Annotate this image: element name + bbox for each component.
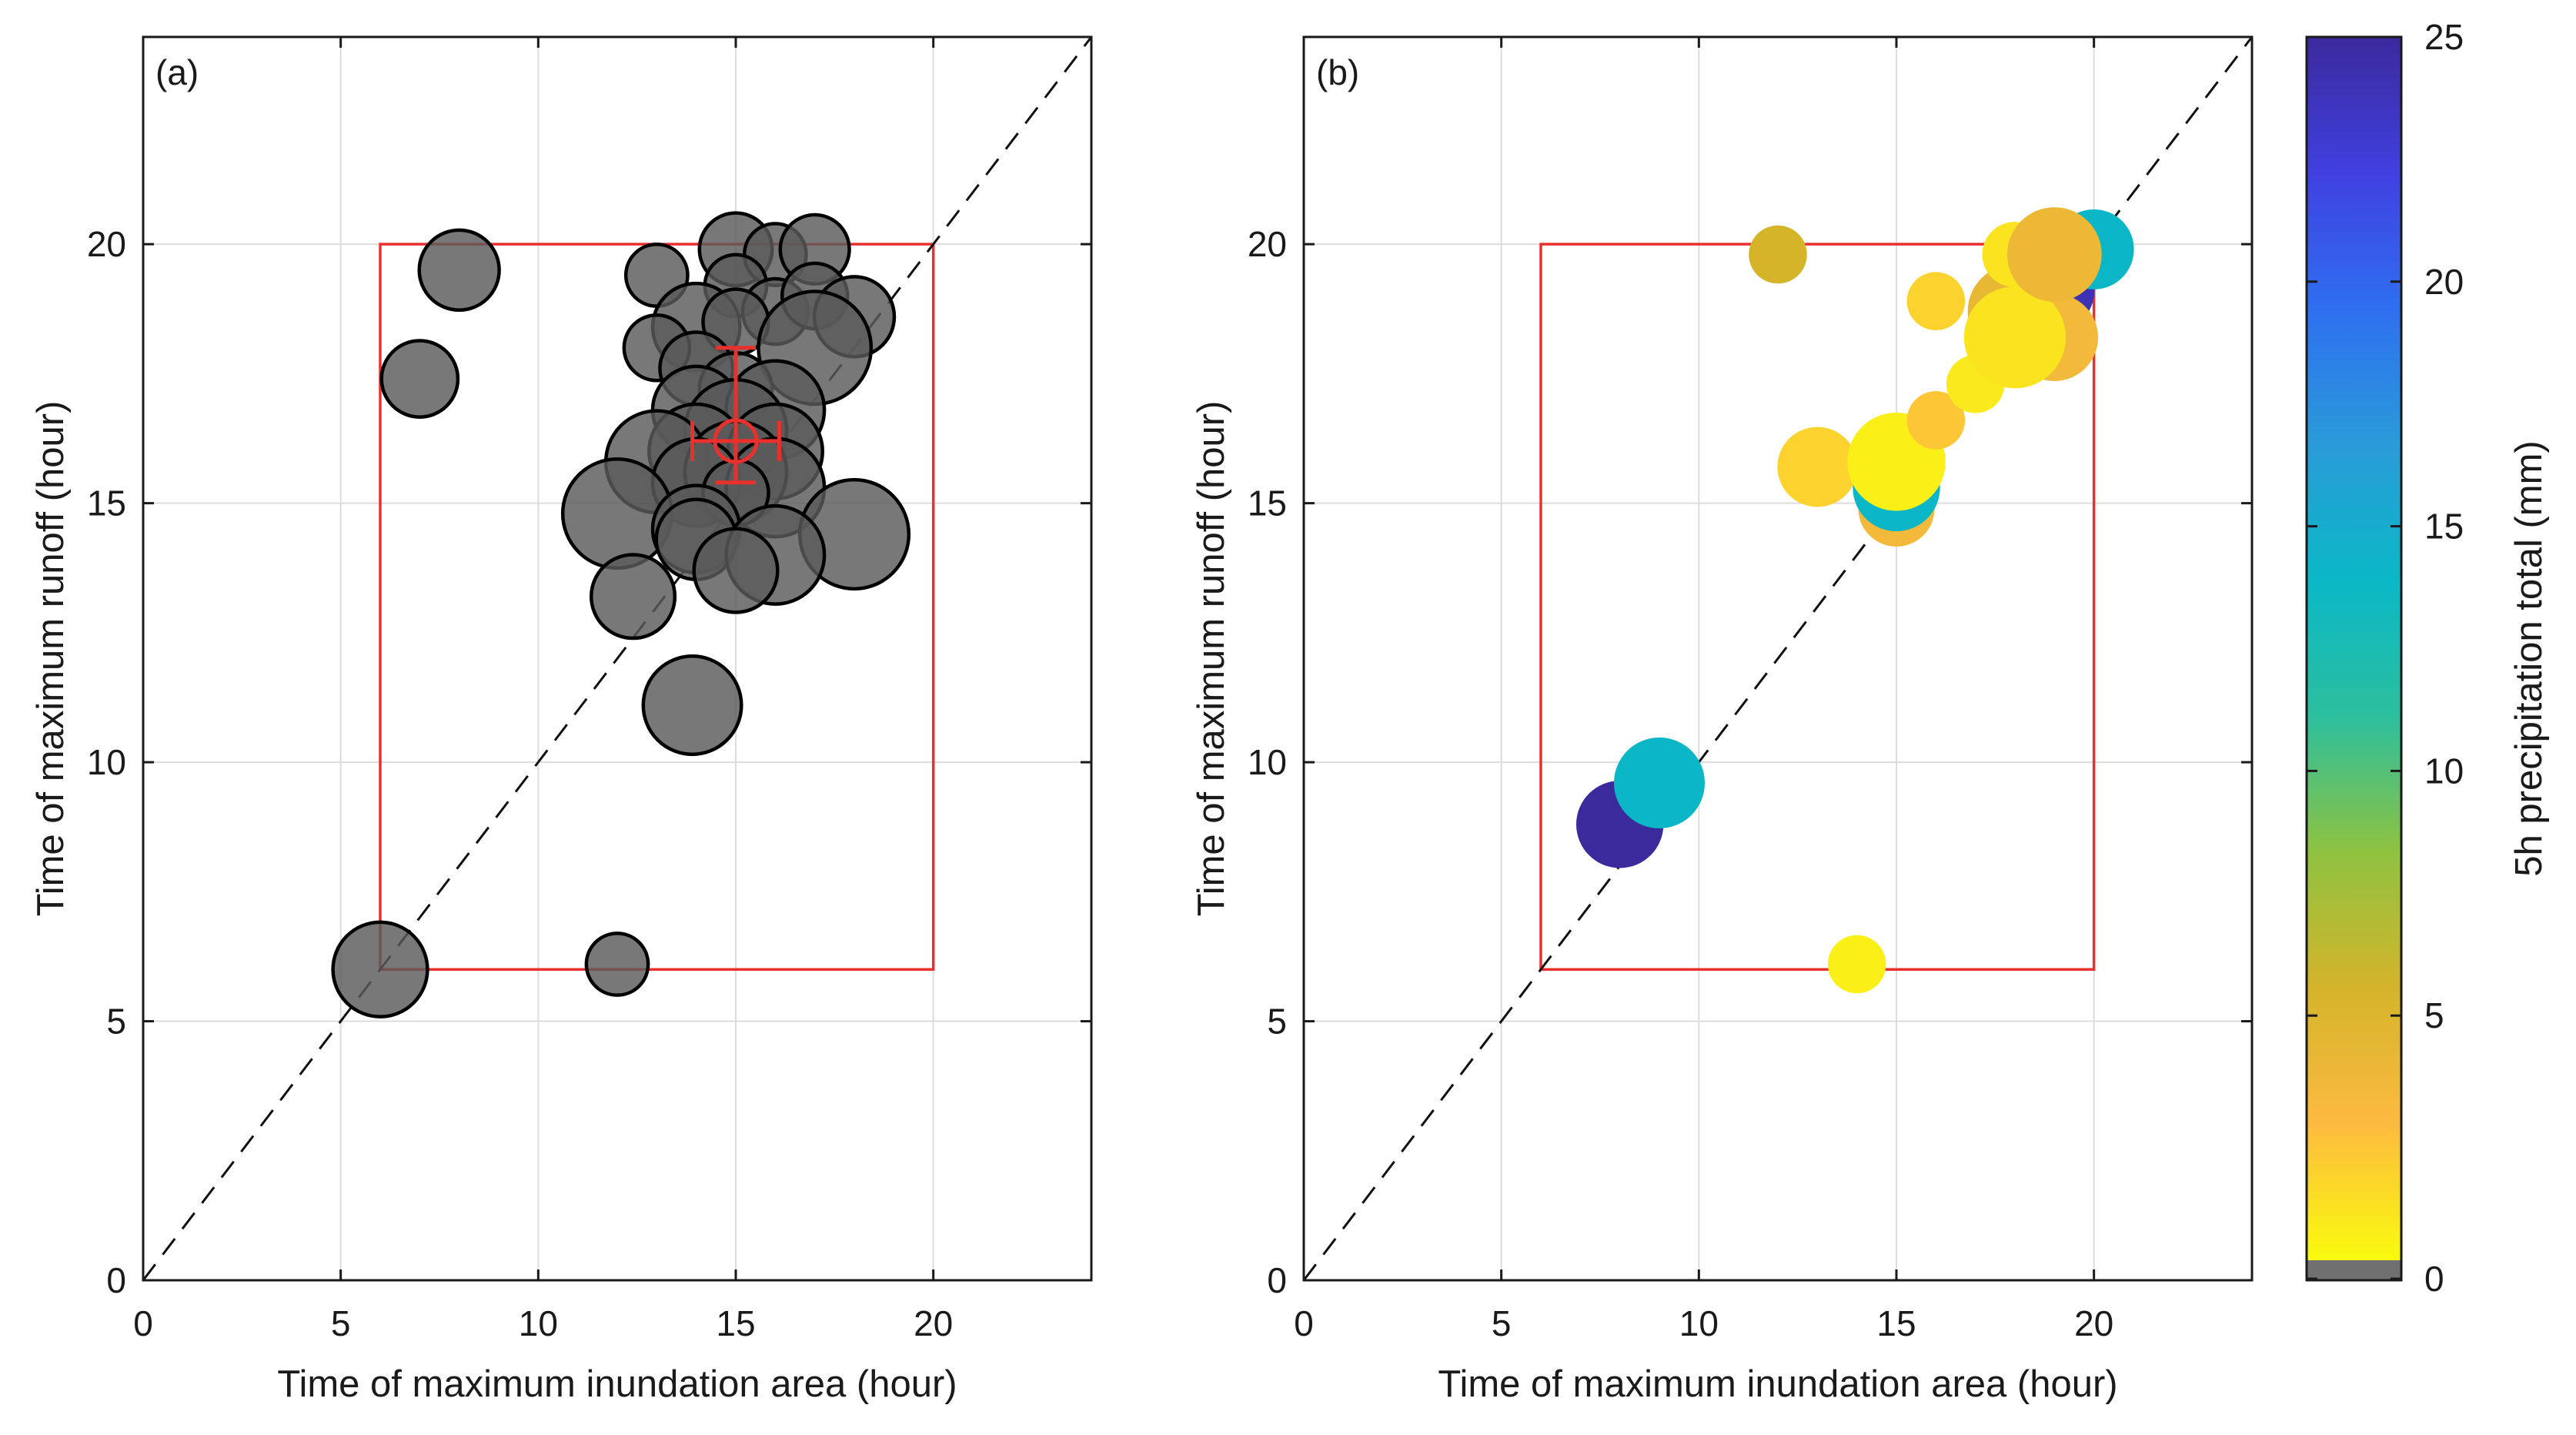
colorbar-label: 5h precipitation total (mm) — [2508, 440, 2550, 876]
x-tick-label: 10 — [519, 1303, 558, 1343]
data-point — [1906, 391, 1966, 450]
x-axis-label: Time of maximum inundation area (hour) — [1438, 1363, 2117, 1405]
y-axis-label: Time of maximum runoff (hour) — [1191, 401, 1232, 917]
window-rectangle — [1539, 243, 2096, 971]
panel-a: 0 5 10 15 20 0 5 10 15 20 (a) Time of maximum inund… — [30, 35, 1093, 1405]
colorbar-tick-label: 20 — [2424, 262, 2464, 302]
colorbar-tick-label: 15 — [2424, 507, 2464, 547]
axes-frame — [1302, 35, 2254, 1282]
colorbar-tick-label: 0 — [2424, 1259, 2444, 1299]
data-point — [1963, 286, 2066, 389]
y-tick-label: 5 — [106, 1002, 126, 1042]
data-point — [417, 228, 501, 313]
one-to-one-line — [142, 36, 1093, 1281]
y-tick-label: 15 — [1248, 483, 1287, 523]
axes-frame — [142, 35, 1093, 1282]
y-tick-label: 5 — [1267, 1002, 1287, 1042]
colorbar: 0 5 10 15 20 25 5h precipitation total (mm) — [2305, 17, 2550, 1299]
colorbar-tick-label: 25 — [2424, 17, 2464, 57]
y-tick-label: 10 — [87, 742, 126, 782]
data-point — [2006, 207, 2102, 303]
x-tick-label: 20 — [2074, 1303, 2113, 1343]
y-tick-label: 0 — [1267, 1260, 1287, 1300]
x-tick-label: 10 — [1679, 1303, 1719, 1343]
data-point — [379, 339, 460, 419]
y-tick-label: 15 — [87, 483, 126, 523]
data-point — [1749, 225, 1807, 284]
data-point — [1906, 272, 1966, 330]
panel-label: (b) — [1316, 52, 1359, 92]
colorbar-tick-label: 10 — [2424, 751, 2464, 791]
y-axis-label: Time of maximum runoff (hour) — [30, 401, 72, 917]
data-point — [692, 527, 780, 614]
data-point — [331, 920, 429, 1019]
y-tick-label: 0 — [106, 1260, 126, 1300]
x-tick-label: 0 — [1294, 1303, 1314, 1343]
y-tick-label: 20 — [1248, 224, 1287, 264]
x-tick-label: 0 — [133, 1303, 153, 1343]
colorbar-zero-swatch — [2307, 1260, 2401, 1280]
x-tick-label: 15 — [1876, 1303, 1916, 1343]
x-tick-label: 15 — [716, 1303, 755, 1343]
panel-b: 0 5 10 15 20 0 5 10 15 20 (b) Time of maximum inund… — [1191, 35, 2254, 1405]
data-point — [589, 553, 677, 641]
y-tick-label: 10 — [1248, 742, 1287, 782]
colorbar-gradient — [2307, 37, 2401, 1260]
data-point — [641, 654, 743, 757]
y-tick-label: 20 — [87, 224, 126, 264]
mean-circle — [713, 418, 759, 464]
data-point — [584, 932, 650, 997]
colorbar-tick-label: 5 — [2424, 995, 2444, 1035]
x-tick-label: 20 — [914, 1303, 953, 1343]
x-tick-label: 5 — [1492, 1303, 1512, 1343]
data-point — [1613, 737, 1706, 829]
colorbar-frame — [2305, 35, 2403, 1282]
data-point — [1777, 426, 1858, 507]
data-point — [1827, 935, 1886, 994]
mean-marker — [690, 346, 781, 485]
panel-label: (a) — [155, 52, 199, 92]
x-axis-label: Time of maximum inundation area (hour) — [277, 1363, 957, 1405]
x-tick-label: 5 — [331, 1303, 351, 1343]
